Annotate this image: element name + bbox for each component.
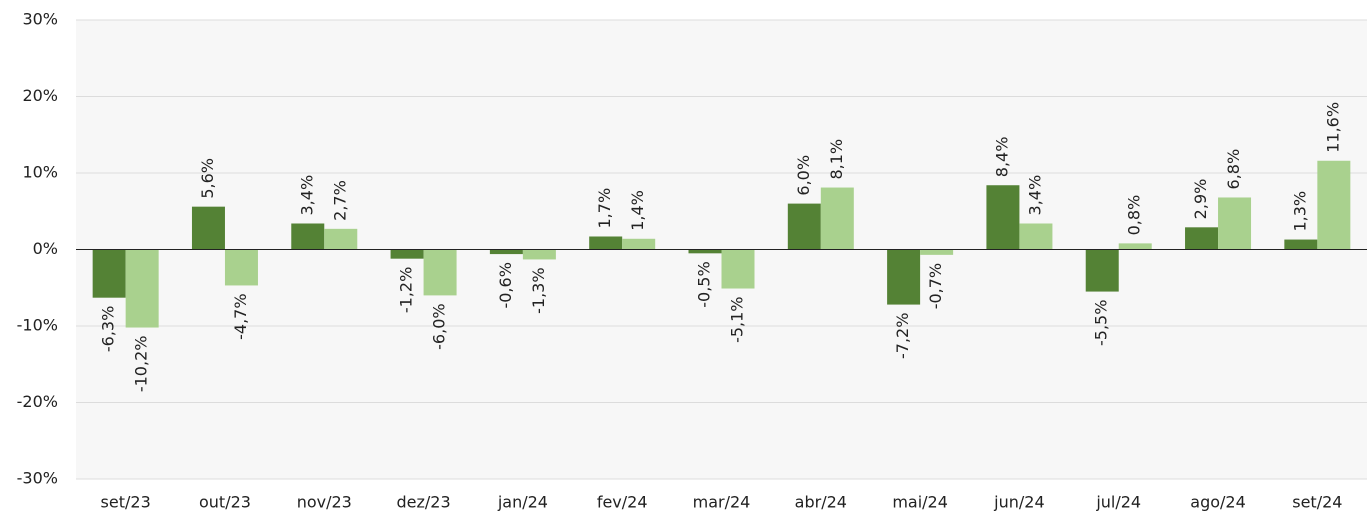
x-tick-label: fev/24 <box>597 493 648 512</box>
y-tick-label: 10% <box>22 163 58 182</box>
bar <box>1118 243 1152 250</box>
data-label: -10,2% <box>132 336 151 393</box>
x-tick-label: set/24 <box>1292 493 1342 512</box>
bar <box>1284 239 1318 250</box>
x-tick-label: dez/23 <box>396 493 450 512</box>
data-label: 3,4% <box>297 175 316 216</box>
x-tick-label: nov/23 <box>297 493 352 512</box>
bar <box>820 187 854 250</box>
data-label: -0,5% <box>695 261 714 307</box>
x-tick-label: out/23 <box>199 493 251 512</box>
bar <box>688 249 722 254</box>
data-label: -4,7% <box>231 293 250 339</box>
data-label: -6,0% <box>430 303 449 349</box>
bar <box>125 249 159 328</box>
bar <box>224 249 258 286</box>
bar <box>291 223 325 250</box>
data-label: 0,8% <box>1125 195 1144 236</box>
x-tick-label: mar/24 <box>693 493 751 512</box>
data-label: 3,4% <box>1025 175 1044 216</box>
y-tick-label: -10% <box>17 316 58 335</box>
y-tick-label: 0% <box>33 239 58 258</box>
data-label: -0,7% <box>926 263 945 309</box>
data-label: -7,2% <box>893 313 912 359</box>
bar <box>1185 227 1219 250</box>
data-label: 1,3% <box>1290 191 1309 232</box>
bar <box>390 249 424 259</box>
data-label: 11,6% <box>1323 102 1342 153</box>
data-label: -5,1% <box>728 297 747 343</box>
bar <box>191 206 225 250</box>
bar <box>324 228 358 250</box>
data-label: 2,9% <box>1191 179 1210 220</box>
bar <box>787 203 821 250</box>
bar <box>986 185 1020 250</box>
data-label: 8,4% <box>992 137 1011 178</box>
data-label: -5,5% <box>1092 300 1111 346</box>
bar <box>522 249 556 260</box>
bar <box>92 249 126 298</box>
data-label: 1,4% <box>628 190 647 231</box>
bar <box>589 236 623 250</box>
bar <box>622 238 656 250</box>
data-label: 6,8% <box>1224 149 1243 190</box>
bar <box>920 249 954 255</box>
data-label: 1,7% <box>595 188 614 229</box>
x-tick-label: set/23 <box>101 493 151 512</box>
data-label: -6,3% <box>99 306 118 352</box>
bar <box>887 249 921 305</box>
bar <box>1218 197 1252 250</box>
y-tick-label: -30% <box>17 469 58 488</box>
bar <box>423 249 457 296</box>
x-tick-label: jan/24 <box>497 493 548 512</box>
x-tick-label: jul/24 <box>1095 493 1141 512</box>
x-tick-label: jun/24 <box>993 493 1044 512</box>
data-label: -1,2% <box>397 267 416 313</box>
data-label: 8,1% <box>827 139 846 180</box>
bar <box>489 249 523 255</box>
data-label: 2,7% <box>330 180 349 221</box>
data-label: 5,6% <box>198 158 217 199</box>
x-tick-label: abr/24 <box>795 493 847 512</box>
y-tick-label: 30% <box>22 10 58 29</box>
data-label: -0,6% <box>496 262 515 308</box>
data-label: 6,0% <box>794 155 813 196</box>
bar <box>1317 160 1351 250</box>
bar <box>1019 223 1053 250</box>
data-label: -1,3% <box>529 267 548 313</box>
bar <box>721 249 755 289</box>
x-tick-label: ago/24 <box>1190 493 1246 512</box>
x-tick-label: mai/24 <box>892 493 948 512</box>
bar <box>1085 249 1119 292</box>
y-tick-label: 20% <box>22 86 58 105</box>
y-tick-label: -20% <box>17 392 58 411</box>
